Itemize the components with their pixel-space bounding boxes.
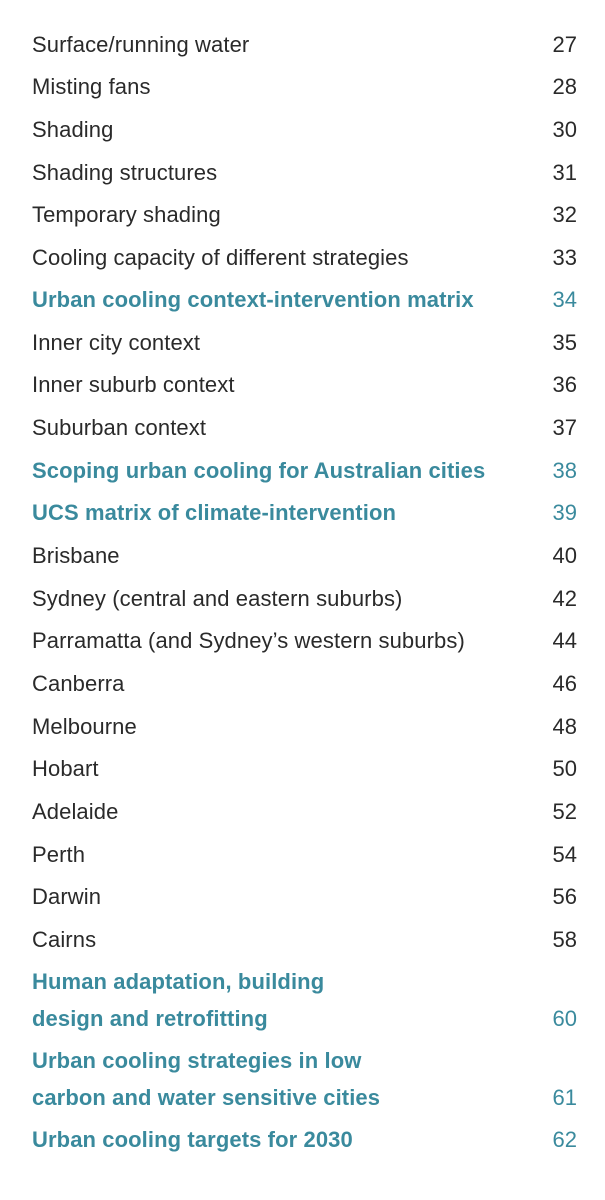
toc-entry-title: Shading structures: [32, 160, 218, 185]
toc-section-entry[interactable]: UCS matrix of climate-intervention 39: [32, 494, 577, 531]
toc-section-title-line: design and retrofitting: [32, 1006, 268, 1031]
toc-entry[interactable]: Inner city context 35: [32, 324, 577, 361]
toc-entry-title: Shading: [32, 117, 114, 142]
toc-entry-page: 40: [552, 543, 577, 568]
toc-entry-page: 36: [552, 372, 577, 397]
toc-entry-title: Perth: [32, 842, 86, 867]
toc-entry-page: 42: [552, 586, 577, 611]
toc-entry[interactable]: Cairns 58: [32, 921, 577, 958]
toc-entry-title: Parramatta (and Sydney’s western suburbs…: [32, 628, 465, 653]
toc-entry-page: 38: [552, 458, 577, 483]
toc-section-title-line: Human adaptation, building: [32, 969, 325, 994]
toc-entry-page: 44: [552, 628, 577, 653]
toc-section-entry[interactable]: Urban cooling targets for 2030 62: [32, 1121, 577, 1158]
toc-section-title: Urban cooling context-intervention matri…: [32, 287, 474, 312]
toc-entry[interactable]: Sydney (central and eastern suburbs) 42: [32, 580, 577, 617]
toc-entry[interactable]: Adelaide 52: [32, 793, 577, 830]
toc-entry-page: 31: [552, 160, 577, 185]
toc-entry-page: 60: [552, 1006, 577, 1031]
toc-entry[interactable]: Darwin 56: [32, 878, 577, 915]
toc-entry-page: 32: [552, 202, 577, 227]
toc-section-title-line: Urban cooling strategies in low: [32, 1048, 362, 1073]
toc-section-title: Scoping urban cooling for Australian cit…: [32, 458, 486, 483]
toc-entry-title: Suburban context: [32, 415, 207, 440]
toc-entry-title: Surface/running water: [32, 32, 250, 57]
toc-entry-page: 58: [552, 927, 577, 952]
toc-entry-title: Adelaide: [32, 799, 119, 824]
toc-section-title-line: carbon and water sensitive cities: [32, 1085, 381, 1110]
toc-entry[interactable]: Brisbane 40: [32, 537, 577, 574]
toc-entry-title: Darwin: [32, 884, 102, 909]
toc-entry-title: Hobart: [32, 756, 99, 781]
toc-entry-page: 27: [552, 32, 577, 57]
toc-entry-page: 52: [552, 799, 577, 824]
toc-entry-title: Melbourne: [32, 714, 137, 739]
toc-section-title: Urban cooling strategies in low carbon a…: [32, 1042, 380, 1116]
toc-entry[interactable]: Perth 54: [32, 836, 577, 873]
toc-section-entry[interactable]: Urban cooling strategies in low carbon a…: [32, 1042, 577, 1116]
toc-section-title: UCS matrix of climate-intervention: [32, 500, 397, 525]
toc-entry-page: 62: [552, 1127, 577, 1152]
toc-entry[interactable]: Cooling capacity of different strategies…: [32, 239, 577, 276]
toc-entry-page: 33: [552, 245, 577, 270]
toc-entry[interactable]: Hobart 50: [32, 750, 577, 787]
toc-entry[interactable]: Suburban context 37: [32, 409, 577, 446]
toc-entry-title: Temporary shading: [32, 202, 221, 227]
toc-entry-page: 28: [552, 74, 577, 99]
toc-entry[interactable]: Shading 30: [32, 111, 577, 148]
toc-entry-title: Canberra: [32, 671, 125, 696]
toc-entry-page: 54: [552, 842, 577, 867]
toc-section-title: Human adaptation, building design and re…: [32, 963, 324, 1037]
toc-entry-title: Cairns: [32, 927, 97, 952]
toc-entry-title: Inner city context: [32, 330, 201, 355]
toc-entry[interactable]: Shading structures 31: [32, 154, 577, 191]
toc-entry[interactable]: Parramatta (and Sydney’s western suburbs…: [32, 622, 577, 659]
toc-entry-title: Sydney (central and eastern suburbs): [32, 586, 403, 611]
toc-entry-title: Inner suburb context: [32, 372, 235, 397]
toc-entry-page: 50: [552, 756, 577, 781]
toc-entry-title: Brisbane: [32, 543, 120, 568]
toc-entry-page: 48: [552, 714, 577, 739]
toc-entry-title: Misting fans: [32, 74, 151, 99]
toc-entry-page: 61: [552, 1085, 577, 1110]
toc-entry-page: 56: [552, 884, 577, 909]
toc-section-entry[interactable]: Human adaptation, building design and re…: [32, 963, 577, 1037]
toc-entry[interactable]: Temporary shading 32: [32, 196, 577, 233]
toc-entry-page: 34: [552, 287, 577, 312]
toc-entry[interactable]: Melbourne 48: [32, 708, 577, 745]
toc-entry-page: 39: [552, 500, 577, 525]
toc-entry-page: 37: [552, 415, 577, 440]
toc-entry-page: 35: [552, 330, 577, 355]
toc-entry[interactable]: Canberra 46: [32, 665, 577, 702]
toc-entry-title: Cooling capacity of different strategies: [32, 245, 409, 270]
toc-entry[interactable]: Misting fans 28: [32, 68, 577, 105]
toc-entry-page: 30: [552, 117, 577, 142]
toc-entry-page: 46: [552, 671, 577, 696]
toc-entry[interactable]: Surface/running water 27: [32, 26, 577, 63]
toc-section-entry[interactable]: Scoping urban cooling for Australian cit…: [32, 452, 577, 489]
toc-entry[interactable]: Inner suburb context 36: [32, 366, 577, 403]
toc-section-title: Urban cooling targets for 2030: [32, 1127, 353, 1152]
toc-section-entry[interactable]: Urban cooling context-intervention matri…: [32, 281, 577, 318]
